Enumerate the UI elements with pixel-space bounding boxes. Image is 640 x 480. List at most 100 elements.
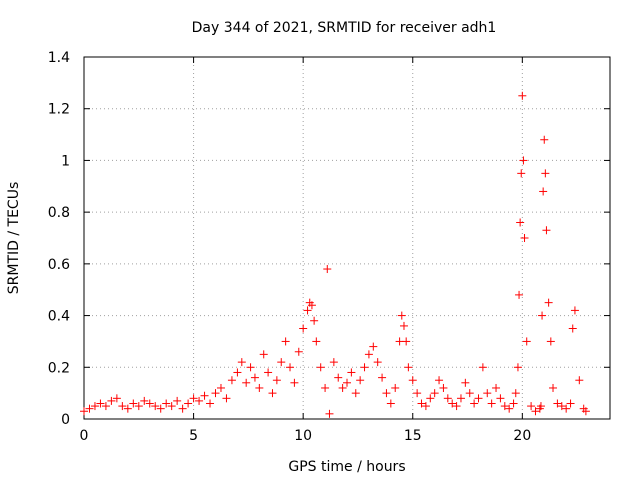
data-point bbox=[307, 301, 316, 310]
y-tick-label: 1.4 bbox=[48, 50, 70, 66]
data-point bbox=[211, 389, 220, 398]
data-point bbox=[227, 376, 236, 385]
data-point bbox=[426, 394, 435, 403]
data-point bbox=[487, 399, 496, 408]
data-point bbox=[80, 407, 88, 416]
data-point bbox=[540, 135, 549, 144]
data-point bbox=[156, 404, 165, 413]
data-point bbox=[492, 383, 501, 392]
plot-frame bbox=[83, 56, 611, 420]
data-point bbox=[553, 399, 562, 408]
data-point bbox=[272, 376, 281, 385]
data-point bbox=[118, 402, 127, 411]
y-axis-label: SRMTID / TECUs bbox=[6, 182, 22, 295]
data-point bbox=[112, 394, 121, 403]
data-point bbox=[151, 402, 160, 411]
data-point bbox=[312, 337, 321, 346]
data-point bbox=[316, 363, 325, 372]
data-point bbox=[325, 409, 334, 418]
data-point bbox=[397, 311, 406, 320]
data-point bbox=[520, 234, 529, 242]
data-point bbox=[516, 218, 525, 227]
data-point bbox=[264, 368, 273, 377]
data-point bbox=[338, 383, 347, 392]
data-point bbox=[391, 383, 400, 392]
data-point bbox=[518, 91, 527, 100]
y-tick-label: 0.8 bbox=[48, 205, 70, 221]
data-point bbox=[509, 399, 518, 408]
data-point bbox=[483, 389, 492, 398]
data-point bbox=[531, 407, 540, 416]
x-tick-label: 20 bbox=[513, 428, 531, 444]
data-point bbox=[439, 383, 448, 392]
data-point bbox=[513, 363, 522, 372]
data-point bbox=[85, 404, 94, 413]
data-points bbox=[80, 91, 590, 418]
data-point bbox=[378, 373, 387, 382]
data-point bbox=[343, 378, 351, 387]
data-point bbox=[549, 383, 558, 392]
data-point bbox=[461, 378, 470, 387]
data-point bbox=[562, 404, 571, 413]
data-point bbox=[134, 402, 143, 411]
y-tick-label: 0.6 bbox=[48, 257, 70, 273]
data-point bbox=[430, 389, 439, 398]
x-tick-label: 5 bbox=[189, 428, 198, 444]
data-point bbox=[167, 402, 176, 411]
data-point bbox=[544, 298, 553, 307]
data-point bbox=[566, 399, 575, 408]
data-point bbox=[408, 376, 417, 385]
x-axis-label: GPS time / hours bbox=[288, 459, 405, 475]
data-point bbox=[140, 396, 149, 405]
data-point bbox=[90, 402, 99, 411]
y-tick-label: 1.2 bbox=[48, 102, 70, 118]
data-point bbox=[206, 399, 215, 408]
data-point bbox=[465, 389, 474, 398]
data-point bbox=[452, 402, 461, 411]
data-point bbox=[517, 169, 526, 178]
data-point bbox=[541, 169, 550, 178]
data-point bbox=[189, 394, 198, 403]
data-point bbox=[539, 187, 548, 196]
data-point bbox=[222, 394, 231, 403]
x-tick-label: 0 bbox=[80, 428, 89, 444]
data-point bbox=[195, 396, 204, 405]
data-point bbox=[310, 316, 319, 325]
data-point bbox=[299, 324, 308, 333]
data-point bbox=[417, 399, 426, 408]
data-point bbox=[268, 389, 277, 398]
data-point bbox=[162, 399, 171, 408]
data-point bbox=[242, 378, 251, 387]
data-point bbox=[542, 226, 551, 235]
data-point bbox=[522, 337, 531, 346]
data-point bbox=[373, 358, 382, 367]
data-point bbox=[290, 378, 299, 387]
data-point bbox=[382, 389, 391, 398]
data-point bbox=[233, 368, 242, 377]
data-point bbox=[321, 383, 330, 392]
data-point bbox=[456, 394, 465, 403]
data-point bbox=[303, 306, 312, 315]
data-point bbox=[200, 391, 209, 400]
data-point bbox=[557, 402, 566, 411]
data-point bbox=[546, 337, 555, 346]
data-point bbox=[255, 383, 264, 392]
data-point bbox=[448, 399, 457, 408]
y-tick-label: 0.4 bbox=[48, 309, 70, 325]
data-point bbox=[515, 290, 524, 299]
data-point bbox=[364, 350, 373, 359]
data-point bbox=[237, 358, 246, 367]
data-point bbox=[351, 389, 360, 398]
data-point bbox=[474, 394, 483, 403]
data-point bbox=[347, 368, 356, 377]
data-point bbox=[369, 342, 378, 351]
data-point bbox=[259, 350, 268, 359]
data-point bbox=[443, 394, 452, 403]
data-point bbox=[123, 404, 132, 413]
data-point bbox=[145, 399, 154, 408]
data-point bbox=[519, 156, 528, 165]
data-point bbox=[421, 402, 430, 411]
data-point bbox=[536, 402, 545, 411]
data-point bbox=[575, 376, 584, 385]
